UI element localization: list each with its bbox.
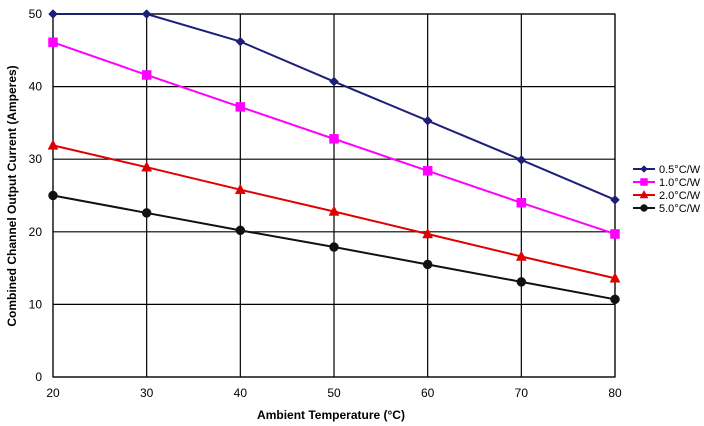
y-axis-ticks: 0 10 20 30 40 50 (29, 7, 43, 384)
data-point (422, 227, 434, 239)
legend-item: 2.0°C/W (633, 189, 701, 202)
legend-label: 0.5°C/W (659, 164, 701, 176)
legend-item: 5.0°C/W (633, 203, 701, 215)
x-tick-label: 60 (421, 386, 435, 400)
data-point (141, 9, 152, 19)
series-2 (47, 139, 621, 283)
data-point (235, 225, 246, 236)
data-point (515, 250, 527, 261)
y-tick-label: 20 (29, 225, 43, 239)
series-layer (47, 9, 621, 305)
data-point (610, 294, 620, 305)
y-tick-label: 50 (29, 7, 43, 21)
x-tick-label: 80 (608, 386, 622, 400)
y-axis-title: Combined Channel Output Current (Amperes… (5, 65, 19, 326)
data-point (422, 259, 433, 270)
data-point (235, 36, 246, 47)
x-tick-label: 40 (234, 386, 248, 400)
data-point (48, 9, 58, 19)
x-axis-title: Ambient Temperature (°C) (257, 408, 405, 422)
legend-marker (640, 204, 648, 212)
data-point (610, 229, 620, 239)
data-point (329, 242, 339, 252)
legend-label: 2.0°C/W (659, 190, 701, 202)
y-tick-label: 40 (29, 80, 43, 94)
legend-label: 1.0°C/W (659, 177, 701, 189)
data-point (48, 190, 58, 201)
x-tick-label: 20 (46, 386, 60, 400)
y-tick-label: 10 (29, 297, 43, 311)
data-point (516, 155, 527, 165)
grid (52, 13, 616, 378)
data-point (329, 134, 339, 144)
data-point (329, 76, 339, 87)
x-tick-label: 30 (140, 386, 154, 400)
legend-label: 5.0°C/W (659, 203, 701, 215)
data-point (422, 166, 433, 176)
series-0 (48, 9, 620, 205)
x-tick-label: 50 (327, 386, 341, 400)
legend-item: 1.0°C/W (633, 177, 701, 189)
series-1 (48, 37, 620, 239)
y-tick-label: 0 (35, 370, 42, 384)
data-point (610, 195, 620, 205)
data-point (47, 139, 59, 150)
data-point (235, 102, 246, 112)
legend-marker (640, 165, 648, 173)
data-point (328, 205, 340, 216)
y-tick-label: 30 (29, 152, 43, 166)
series-3 (48, 190, 620, 305)
data-point (609, 272, 621, 283)
data-point (141, 70, 152, 80)
data-point (234, 183, 246, 194)
data-point (141, 208, 152, 218)
legend-marker (639, 189, 649, 199)
data-point (48, 37, 58, 48)
data-point (516, 277, 527, 287)
x-tick-label: 70 (515, 386, 529, 400)
data-point (516, 198, 527, 208)
x-axis-ticks: 20 30 40 50 60 70 80 (46, 386, 622, 400)
legend-marker (640, 178, 648, 186)
data-point (141, 161, 153, 172)
data-point (422, 115, 433, 126)
legend: 0.5°C/W1.0°C/W2.0°C/W5.0°C/W (633, 164, 701, 215)
legend-item: 0.5°C/W (633, 164, 701, 176)
